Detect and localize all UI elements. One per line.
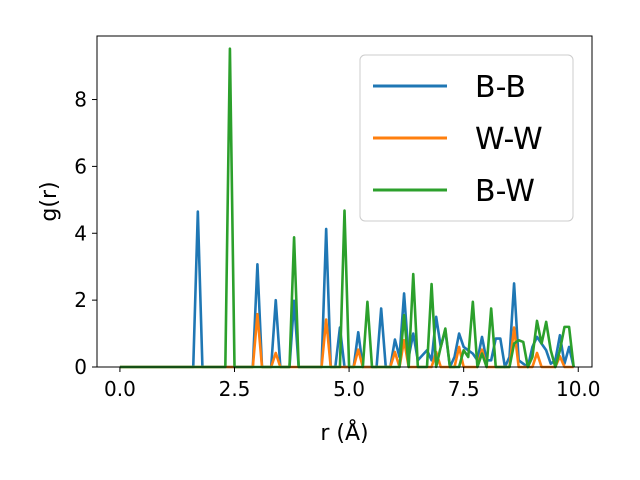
x-tick-label: 10.0: [556, 377, 601, 401]
legend-box: [359, 54, 574, 222]
x-axis-label: r (Å): [320, 419, 368, 446]
y-tick-label: 2: [74, 288, 87, 312]
legend-label-b-w: B-W: [475, 174, 535, 209]
legend: B-B W-W B-W: [359, 54, 574, 222]
y-tick-label: 6: [74, 154, 87, 178]
x-tick-label: 0.0: [104, 377, 136, 401]
y-axis-label: g(r): [37, 181, 62, 221]
y-axis: 0 2 4 6 8: [74, 88, 97, 379]
y-tick-label: 8: [74, 88, 87, 112]
plot-frame: [96, 35, 593, 368]
x-axis: 0.0 2.5 5.0 7.5 10.0: [104, 367, 601, 401]
x-tick-label: 2.5: [219, 377, 251, 401]
legend-label-w-w: W-W: [475, 122, 543, 157]
x-tick-label: 5.0: [333, 377, 365, 401]
x-tick-label: 7.5: [448, 377, 480, 401]
y-tick-label: 4: [74, 221, 87, 245]
y-tick-label: 0: [74, 355, 87, 379]
legend-label-b-b: B-B: [475, 70, 526, 105]
